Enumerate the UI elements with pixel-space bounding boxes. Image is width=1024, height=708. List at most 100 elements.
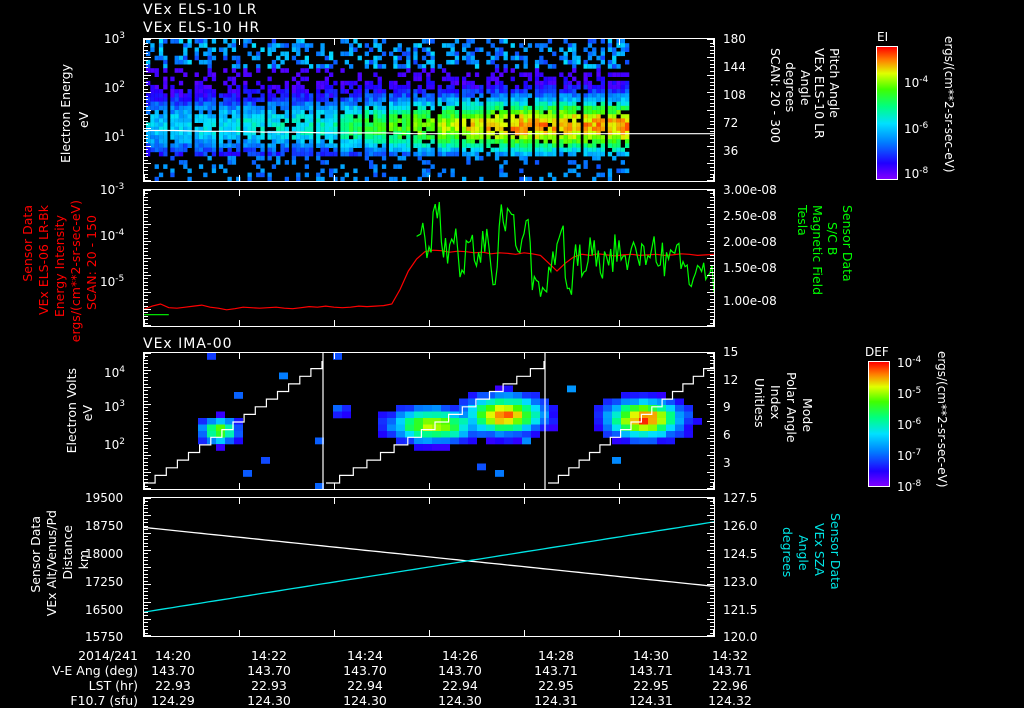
value-tick	[144, 220, 148, 222]
panel3-ytick-0: 104	[104, 365, 125, 380]
value-tick	[710, 251, 714, 253]
p3cb2m: 10	[897, 418, 913, 432]
panel4-ytick-0: 19500	[85, 491, 124, 505]
panel3-right-axis-index: Index	[768, 385, 783, 420]
time-tick	[619, 175, 620, 181]
value-tick	[144, 193, 148, 195]
panel1-ytick-1-exp: 2	[119, 80, 126, 90]
value-tick	[710, 485, 714, 487]
value-tick	[707, 127, 714, 129]
footer-row-label-3: F10.7 (sfu)	[70, 693, 138, 708]
value-tick	[707, 549, 714, 551]
panel4-rtick-0: 127.5	[723, 491, 758, 505]
value-tick	[710, 63, 714, 65]
value-tick	[707, 635, 714, 636]
value-tick	[144, 85, 148, 87]
panel3-plot-area[interactable]	[143, 352, 715, 490]
footer-cell-0-5: 14:30	[632, 648, 670, 663]
value-tick	[710, 427, 714, 429]
panel1-right-axis-title: Pitch Angle	[827, 48, 842, 118]
value-tick	[144, 455, 151, 456]
value-tick	[707, 92, 714, 94]
p2y2e: -5	[115, 274, 125, 284]
panel3-colorbar-tick-0: 10-4	[897, 355, 921, 370]
panel1-ytick-0: 103	[104, 31, 125, 46]
value-tick	[707, 39, 714, 40]
value-tick	[710, 468, 714, 470]
value-tick	[710, 49, 714, 51]
panel3-left-axis-unit: eV	[80, 405, 95, 422]
value-tick	[710, 356, 714, 358]
panel4-plot-area[interactable]	[143, 497, 715, 637]
panel1-plot-area[interactable]	[143, 38, 715, 182]
p1cb0m: 10	[904, 76, 920, 90]
value-tick	[707, 601, 714, 603]
panel3-rtick-4: 3	[723, 456, 731, 470]
value-tick	[710, 298, 714, 300]
value-tick	[707, 110, 714, 111]
footer-cell-0-4: 14:28	[537, 648, 575, 663]
value-tick	[710, 542, 714, 544]
value-tick	[144, 159, 148, 161]
value-tick	[710, 448, 714, 450]
value-tick	[144, 434, 148, 436]
value-tick	[144, 376, 148, 378]
value-tick	[144, 138, 148, 140]
footer-cell-2-3: 22.94	[442, 678, 478, 693]
p3y0e: 4	[119, 365, 126, 375]
footer-cell-2-5: 22.95	[633, 678, 669, 693]
time-tick	[144, 190, 145, 196]
panel1-left-axis-unit: eV	[76, 100, 91, 140]
value-tick	[144, 261, 148, 263]
footer-cell-0-3: 14:26	[441, 648, 479, 663]
panel1-ytick-1: 102	[104, 80, 125, 95]
value-tick	[144, 288, 148, 290]
time-tick	[619, 190, 620, 196]
value-tick	[710, 556, 714, 558]
value-tick	[710, 302, 714, 304]
panel1-colorbar	[876, 46, 898, 180]
value-tick	[710, 234, 714, 236]
value-tick	[144, 295, 148, 297]
time-tick	[334, 483, 335, 489]
value-tick	[144, 49, 148, 51]
value-tick	[710, 587, 714, 589]
footer-cell-2-4: 22.95	[538, 678, 574, 693]
time-tick	[334, 353, 335, 359]
value-tick	[144, 173, 148, 175]
p1cb1e: -6	[919, 121, 929, 131]
value-tick	[144, 587, 148, 589]
footer-cell-2-2: 22.94	[347, 678, 383, 693]
panel2-right-axis-title: Sensor Data	[840, 205, 855, 282]
value-tick	[710, 99, 714, 101]
value-tick	[710, 632, 714, 634]
value-tick	[144, 472, 151, 473]
value-tick	[144, 81, 148, 83]
panel4-right-axis-source: VEx SZA	[812, 523, 827, 576]
footer-cell-3-3: 124.30	[438, 693, 482, 708]
value-tick	[144, 254, 148, 256]
value-tick	[144, 234, 148, 236]
value-tick	[710, 305, 714, 307]
footer-cell-1-0: 143.70	[151, 663, 195, 678]
footer-cell-0-1: 14:22	[250, 648, 288, 663]
value-tick	[710, 577, 714, 579]
value-tick	[710, 193, 714, 195]
value-tick	[710, 230, 714, 232]
value-tick	[144, 325, 151, 326]
value-tick	[144, 410, 148, 412]
panel1-title-hr: VEx ELS-10 HR	[143, 20, 261, 36]
value-tick	[144, 553, 148, 555]
value-tick	[144, 170, 148, 172]
value-tick	[144, 611, 148, 613]
panel3-colorbar-tick-4: 10-8	[897, 479, 921, 494]
value-tick	[710, 315, 714, 317]
value-tick	[144, 322, 148, 324]
value-tick	[710, 196, 714, 198]
value-tick	[707, 404, 714, 405]
panel2-right-axis-source: S/C B	[825, 222, 840, 256]
value-tick	[144, 99, 148, 101]
value-tick	[710, 508, 714, 510]
panel4-ytick-4: 16500	[85, 603, 124, 617]
panel2-plot-area[interactable]	[143, 189, 715, 327]
